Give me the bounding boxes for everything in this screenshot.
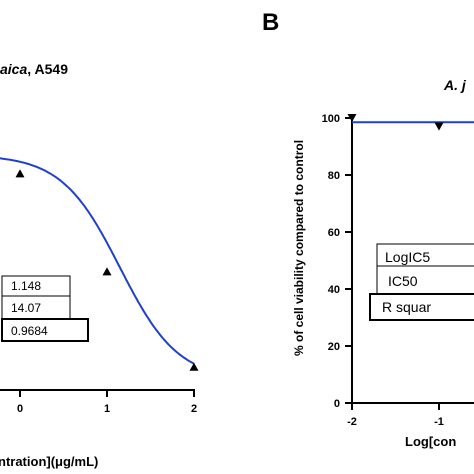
panel-b-y-tick-label-0: 0 — [334, 398, 340, 410]
panel-b-rsquare-label: R squar — [382, 299, 431, 315]
panel-b-letter: B — [262, 9, 279, 36]
panel-a: aica, A549 0 1 2 ntration](μg/mL) 1.148 14… — [0, 61, 199, 469]
panel-a-rsquare-value: 0.9684 — [11, 324, 48, 338]
panel-b: B A. j % of cell viability compared to c… — [262, 9, 474, 449]
panel-a-title: aica, A549 — [0, 61, 68, 77]
panel-b-stats-table: LogIC5 IC50 R squar — [369, 243, 474, 321]
panel-b-y-ticks: 0 20 40 60 80 100 — [322, 113, 352, 410]
panel-b-x-axis-title: Log[con — [405, 434, 456, 449]
panel-a-x-tick-label-1: 1 — [104, 403, 110, 415]
panel-a-title-italic: aica — [0, 61, 27, 77]
panel-a-x-ticks: 0 1 2 — [17, 390, 197, 415]
panel-b-point-1 — [434, 122, 444, 131]
panel-a-x-axis-title: ntration](μg/mL) — [0, 454, 98, 469]
panel-b-y-tick-label-4: 80 — [328, 170, 340, 182]
panel-b-table-box — [376, 243, 474, 299]
panel-b-ic50-label: IC50 — [388, 273, 418, 289]
panel-b-y-tick-label-3: 60 — [328, 227, 340, 239]
panel-b-data-points — [347, 113, 444, 131]
panel-b-title: A. j — [443, 77, 467, 93]
panel-b-point-0 — [347, 113, 357, 123]
panel-a-table-rsq-box — [1, 318, 89, 342]
panel-b-y-tick-label-2: 40 — [328, 284, 340, 296]
panel-a-ic50-value: 14.07 — [11, 301, 41, 315]
panel-b-x-tick-label-0: -2 — [347, 416, 357, 428]
panel-b-y-tick-label-5: 100 — [322, 113, 340, 125]
panel-b-logic50-label: LogIC5 — [385, 249, 430, 265]
panel-a-stats-table: 1.148 14.07 0.9684 — [1, 275, 89, 342]
panel-b-y-tick-label-1: 20 — [328, 341, 340, 353]
panel-b-x-ticks: -2 -1 — [347, 403, 444, 428]
panel-a-x-tick-label-2: 2 — [191, 403, 197, 415]
panel-a-data-points — [15, 169, 199, 371]
panel-b-y-axis-title: % of cell viability compared to control — [292, 140, 306, 356]
panel-a-fit-curve — [0, 157, 195, 365]
panel-a-point-0 — [15, 169, 25, 178]
panel-a-point-2 — [189, 362, 199, 371]
panel-b-x-tick-label-1: -1 — [434, 416, 444, 428]
panel-a-logic50-value: 1.148 — [11, 279, 41, 293]
panel-a-x-tick-label-0: 0 — [17, 403, 23, 415]
panel-a-title-rest: , A549 — [27, 61, 68, 77]
panel-a-point-1 — [102, 267, 112, 276]
panel-b-table-rsq-box — [369, 293, 474, 321]
